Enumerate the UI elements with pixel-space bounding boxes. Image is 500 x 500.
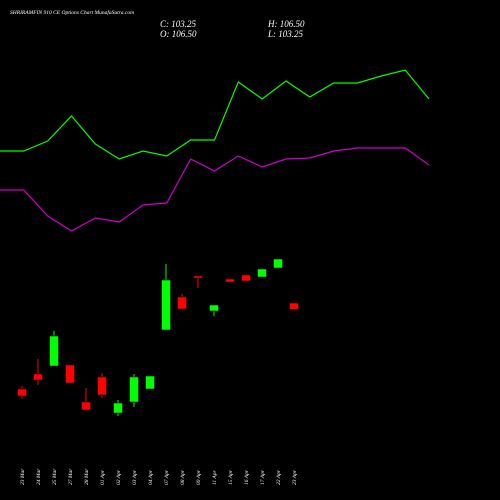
x-tick-label: 28 Mar xyxy=(84,468,90,485)
x-tick-label: 07 Apr xyxy=(164,469,170,485)
candle-body xyxy=(145,375,155,390)
candle-body xyxy=(65,364,75,384)
x-tick-label: 03 Apr xyxy=(132,469,138,485)
candle-body xyxy=(97,376,107,396)
x-tick-label: 25 Mar xyxy=(52,468,58,485)
candle-body xyxy=(257,268,267,278)
candle-body xyxy=(161,279,171,331)
low-info: L: 103.25 xyxy=(267,29,304,39)
x-tick-label: 01 Apr xyxy=(100,469,106,485)
x-tick-label: 17 Apr xyxy=(260,469,266,485)
candle-body xyxy=(17,388,27,397)
candle-body xyxy=(81,401,91,411)
x-tick-label: 22 Apr xyxy=(276,469,282,485)
close-info: C: 103.25 xyxy=(160,19,197,29)
chart-title: SHRIRAMFIN 910 CE Options Chart MunafaSu… xyxy=(10,9,134,16)
open-info: O: 106.50 xyxy=(160,29,197,39)
candle-body xyxy=(33,373,43,381)
candle-body xyxy=(177,296,187,310)
x-tick-label: 16 Apr xyxy=(244,469,250,485)
candle-body xyxy=(273,258,283,269)
x-tick-label: 04 Apr xyxy=(147,469,154,485)
x-tick-label: 02 Apr xyxy=(116,469,122,485)
x-tick-label: 24 Mar xyxy=(35,468,42,485)
x-tick-label: 11 Apr xyxy=(212,470,218,485)
candle-body xyxy=(225,278,235,283)
x-tick-label: 23 Apr xyxy=(292,469,298,485)
x-tick-label: 15 Apr xyxy=(228,469,234,485)
high-info: H: 106.50 xyxy=(267,19,305,29)
candle-body xyxy=(241,274,251,282)
x-tick-label: 23 Mar xyxy=(20,468,26,485)
candle-body xyxy=(193,275,203,279)
candle-body xyxy=(113,402,123,414)
x-tick-label: 27 Mar xyxy=(68,468,74,485)
overlay-line xyxy=(0,147,430,232)
overlay-line xyxy=(0,69,430,160)
x-tick-label: 08 Apr xyxy=(180,469,186,485)
candle-body xyxy=(129,376,139,403)
x-tick-label: 09 Apr xyxy=(196,469,202,485)
candle-body xyxy=(289,302,299,310)
candle-body xyxy=(209,304,219,312)
candle-body xyxy=(49,335,59,367)
